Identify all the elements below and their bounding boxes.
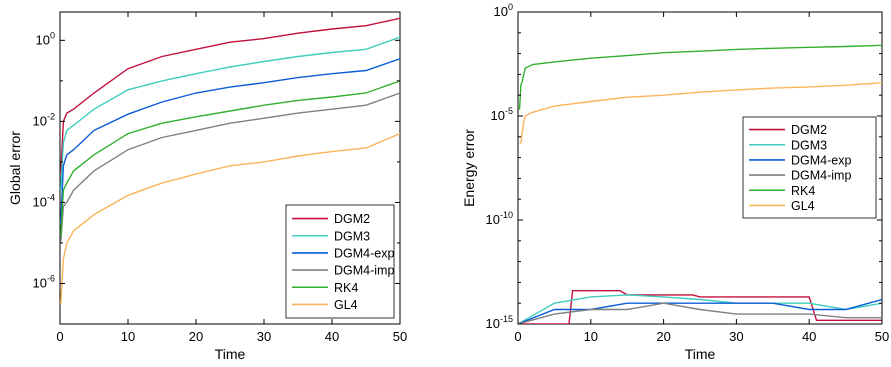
- x-tick-label: 50: [875, 329, 889, 344]
- x-tick-label: 50: [393, 329, 407, 344]
- legend-label-dgm4-exp: DGM4-exp: [334, 246, 394, 260]
- y-tick-label: 10-15: [486, 314, 513, 331]
- y-tick-label-base: 10: [486, 316, 500, 331]
- y-tick-label: 10-10: [486, 210, 513, 227]
- plot-area-frame: [59, 11, 401, 325]
- y-tick-label: 10-4: [33, 192, 55, 209]
- legend-label-dgm3: DGM3: [791, 138, 827, 152]
- x-tick-label: 10: [584, 329, 598, 344]
- y-tick-label-exponent: -5: [505, 106, 513, 116]
- legend-label-dgm4-imp: DGM4-imp: [791, 169, 851, 183]
- legend-label-dgm4-imp: DGM4-imp: [334, 264, 394, 278]
- plot-area-frame: [517, 11, 883, 325]
- legend-label-dgm4-exp: DGM4-exp: [791, 153, 851, 167]
- series-line-dgm3: [60, 36, 400, 191]
- legend-label-dgm3: DGM3: [334, 229, 370, 243]
- legend-label-dgm2: DGM2: [334, 212, 370, 226]
- y-tick-label-base: 10: [33, 275, 47, 290]
- y-axis-label: Energy error: [461, 129, 477, 207]
- legend-label-gl4: GL4: [791, 199, 815, 213]
- y-tick-label-exponent: 0: [508, 2, 513, 12]
- series-line-gl4: [60, 132, 400, 305]
- x-tick-label: 0: [56, 329, 63, 344]
- x-tick-label: 20: [189, 329, 203, 344]
- y-tick-label-base: 10: [486, 212, 500, 227]
- y-tick-label: 100: [36, 30, 55, 47]
- x-tick-label: 20: [656, 329, 670, 344]
- series-line-gl4: [519, 82, 882, 144]
- series-line-dgm4-imp: [518, 302, 882, 324]
- y-tick-label-exponent: -15: [500, 314, 513, 324]
- y-tick-label-exponent: -10: [500, 210, 513, 220]
- legend-label-dgm2: DGM2: [791, 123, 827, 137]
- series-line-dgm3: [518, 294, 882, 324]
- y-tick-label-base: 10: [33, 113, 47, 128]
- x-tick-label: 40: [802, 329, 816, 344]
- y-tick-label-exponent: -2: [47, 111, 55, 121]
- y-tick-label-exponent: -4: [47, 192, 55, 202]
- y-tick-label: 10-6: [33, 273, 55, 290]
- x-tick-label: 40: [325, 329, 339, 344]
- series-line-dgm4-imp: [60, 92, 400, 244]
- series-line-dgm4-exp: [518, 298, 882, 324]
- y-tick-label-base: 10: [491, 108, 505, 123]
- legend-label-rk4: RK4: [791, 184, 815, 198]
- series-line-rk4: [60, 80, 400, 236]
- y-tick-label-exponent: 0: [50, 30, 55, 40]
- x-axis-label: Time: [685, 346, 716, 362]
- series-line-rk4: [518, 44, 882, 110]
- legend-label-rk4: RK4: [334, 281, 358, 295]
- legend: DGM2 DGM3 DGM4-exp DGM4-imp RK4 GL4: [285, 204, 395, 319]
- series-line-dgm2: [60, 17, 400, 175]
- x-tick-label: 30: [729, 329, 743, 344]
- y-tick-label: 100: [494, 2, 513, 19]
- y-tick-label: 10-2: [33, 111, 55, 128]
- x-axis-label: Time: [215, 346, 246, 362]
- series-line-dgm2: [518, 290, 882, 324]
- series-line-dgm4-exp: [60, 58, 400, 224]
- y-tick-label-base: 10: [494, 4, 508, 19]
- series-group: [518, 44, 882, 324]
- y-axis-label: Global error: [7, 131, 23, 205]
- legend-box: [742, 116, 877, 219]
- legend-box: [285, 204, 395, 319]
- y-tick-label-base: 10: [33, 194, 47, 209]
- y-tick-label-exponent: -6: [47, 273, 55, 283]
- x-tick-label: 0: [514, 329, 521, 344]
- x-tick-label: 30: [257, 329, 271, 344]
- y-tick-label: 10-5: [491, 106, 513, 123]
- legend-label-gl4: GL4: [334, 298, 358, 312]
- series-group: [60, 17, 400, 305]
- x-tick-label: 10: [121, 329, 135, 344]
- y-tick-label-base: 10: [36, 32, 50, 47]
